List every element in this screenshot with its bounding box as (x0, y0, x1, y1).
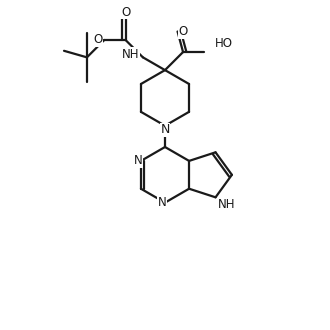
Text: N: N (158, 196, 167, 209)
Text: NH: NH (218, 198, 236, 211)
Text: O: O (121, 6, 130, 19)
Text: N: N (134, 154, 143, 167)
Text: O: O (93, 33, 102, 47)
Text: O: O (179, 25, 188, 38)
Text: N: N (160, 123, 170, 136)
Text: HO: HO (215, 37, 233, 50)
Text: NH: NH (121, 48, 139, 61)
